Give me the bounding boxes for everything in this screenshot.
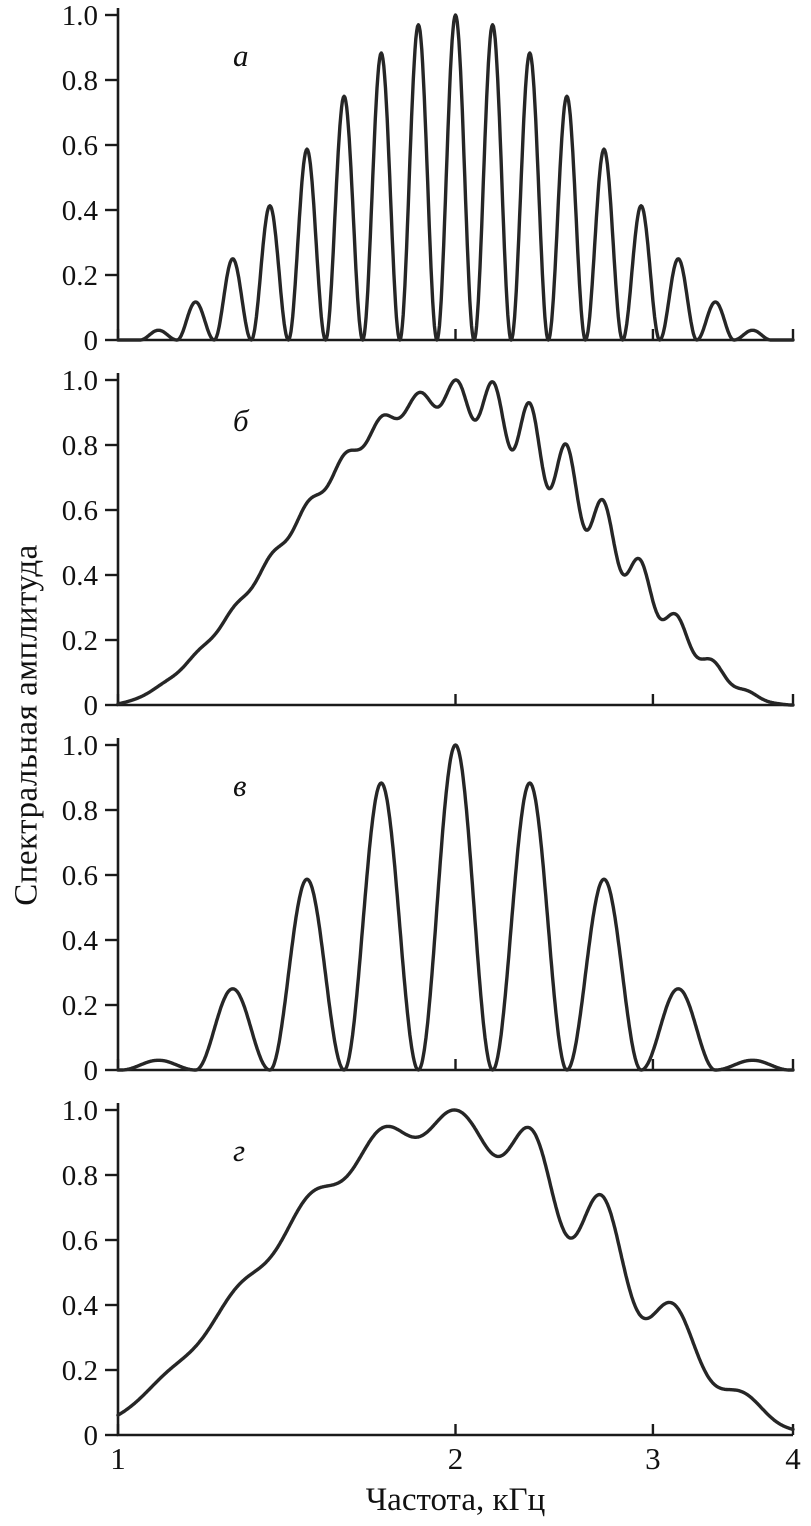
- panel-letter: б: [233, 403, 250, 438]
- axes: [116, 373, 793, 707]
- x-axis-title: Частота, кГц: [365, 1482, 546, 1518]
- panel-v: 0 0.2 0.4 0.6 0.8 1.0 в: [62, 730, 795, 1087]
- panel-a: 0 0.2 0.4 0.6 0.8 1.0 а: [62, 0, 795, 357]
- axes: [116, 738, 793, 1072]
- y-tick-label: 1.0: [62, 1095, 98, 1127]
- y-tick-label: 0.2: [62, 625, 98, 657]
- y-tick-label: 0: [84, 1420, 99, 1452]
- y-tick-label: 0.8: [62, 65, 98, 97]
- y-tick-label: 0.8: [62, 430, 98, 462]
- x-tick-label: 2: [447, 1441, 464, 1476]
- spectrum-curve: [116, 743, 795, 1072]
- x-tick-row: 1 2 3 4: [0, 1441, 811, 1483]
- spectrum-curve: [116, 13, 795, 342]
- y-tick-label: 0.8: [62, 1160, 98, 1192]
- y-tick-label: 0: [84, 690, 99, 722]
- y-tick-label: 0.4: [62, 195, 99, 227]
- y-tick-label: 1.0: [62, 0, 98, 32]
- panel-letter: а: [233, 38, 249, 73]
- y-tick-label: 0.4: [62, 560, 99, 592]
- x-tick-label: 4: [785, 1441, 801, 1476]
- y-tick-label: 0.8: [62, 795, 98, 827]
- y-tick-label: 0.4: [62, 1290, 99, 1322]
- y-tick-label: 0.4: [62, 925, 99, 957]
- y-tick-label: 0.2: [62, 260, 98, 292]
- y-tick-label: 0.6: [62, 130, 98, 162]
- y-tick-label: 0.2: [62, 1355, 98, 1387]
- y-tick-label: 0: [84, 325, 99, 357]
- y-tick-label: 0.2: [62, 990, 98, 1022]
- y-tick-label: 0.6: [62, 1225, 98, 1257]
- y-tick-label: 1.0: [62, 365, 98, 397]
- y-tick-label: 0.6: [62, 495, 98, 527]
- axes: [116, 1103, 793, 1437]
- y-tick-label: 0: [84, 1055, 99, 1087]
- panel-b: 0 0.2 0.4 0.6 0.8 1.0 б: [62, 365, 795, 722]
- panel-g: 0 0.2 0.4 0.6 0.8 1.0 г: [62, 1095, 795, 1452]
- axes: [116, 8, 793, 342]
- panel-letter: в: [233, 768, 246, 803]
- spectrum-curve: [116, 1108, 795, 1432]
- x-tick-label: 3: [645, 1441, 661, 1476]
- y-tick-label: 1.0: [62, 730, 98, 762]
- panel-letter: г: [233, 1133, 245, 1168]
- spectrum-curve: [116, 378, 795, 707]
- y-tick-label: 0.6: [62, 860, 98, 892]
- x-tick-label: 1: [110, 1441, 126, 1476]
